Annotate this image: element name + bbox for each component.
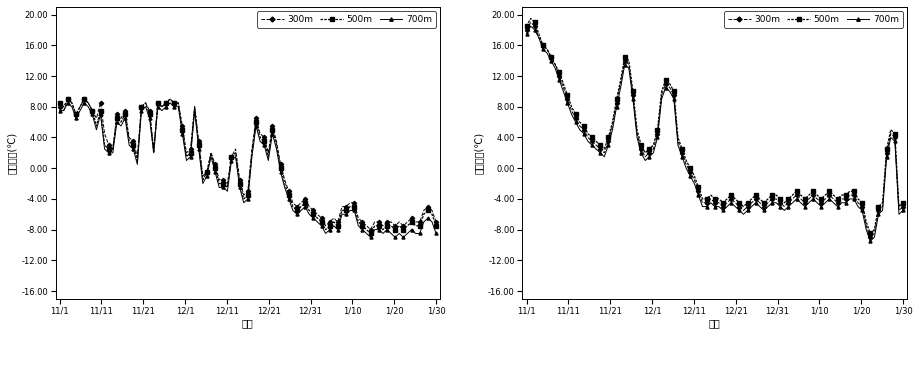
Legend: 300m, 500m, 700m: 300m, 500m, 700m bbox=[723, 11, 902, 28]
X-axis label: 날짜: 날짜 bbox=[709, 318, 720, 328]
Legend: 300m, 500m, 700m: 300m, 500m, 700m bbox=[257, 11, 436, 28]
Y-axis label: 평균온도(℃): 평균온도(℃) bbox=[473, 132, 483, 174]
Y-axis label: 평균온도(℃): 평균온도(℃) bbox=[7, 132, 17, 174]
X-axis label: 날짜: 날짜 bbox=[242, 318, 254, 328]
